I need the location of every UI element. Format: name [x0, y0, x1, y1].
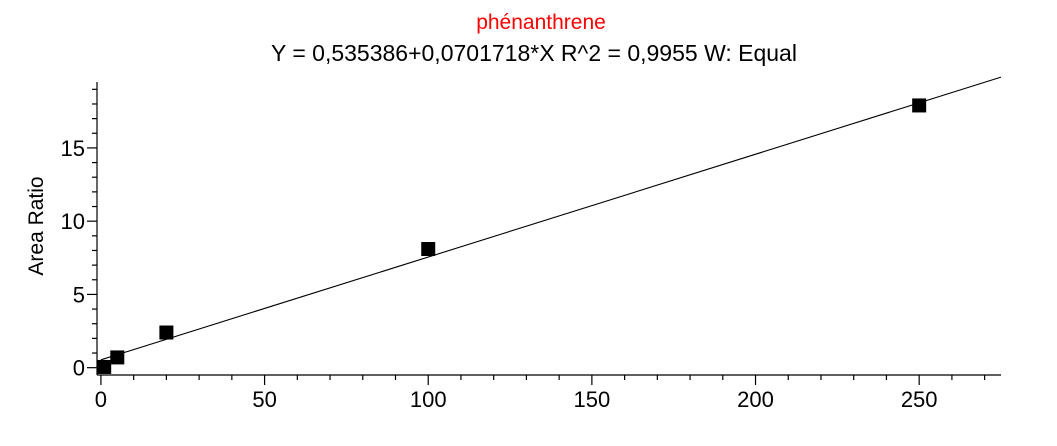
- x-tick-label: 200: [737, 387, 774, 412]
- regression-line: [100, 76, 1002, 361]
- x-tick-label: 100: [410, 387, 447, 412]
- data-point: [421, 242, 436, 257]
- y-axis-label: Area Ratio: [25, 176, 48, 275]
- data-point: [97, 359, 112, 374]
- x-tick-label: 50: [252, 387, 276, 412]
- regression-equation: Y = 0,535386+0,0701718*X R^2 = 0,9955 W:…: [271, 40, 797, 66]
- y-tick-label: 0: [73, 356, 85, 381]
- x-tick-label: 250: [901, 387, 938, 412]
- chart-title: phénanthrene: [476, 11, 606, 34]
- y-tick-label: 10: [61, 209, 85, 234]
- data-point: [912, 98, 927, 113]
- data-point: [159, 325, 174, 340]
- y-tick-label: 15: [61, 136, 85, 161]
- y-tick-label: 5: [73, 282, 85, 307]
- data-point: [110, 350, 125, 365]
- x-tick-label: 150: [574, 387, 611, 412]
- data-points: [97, 98, 927, 374]
- x-tick-label: 0: [95, 387, 107, 412]
